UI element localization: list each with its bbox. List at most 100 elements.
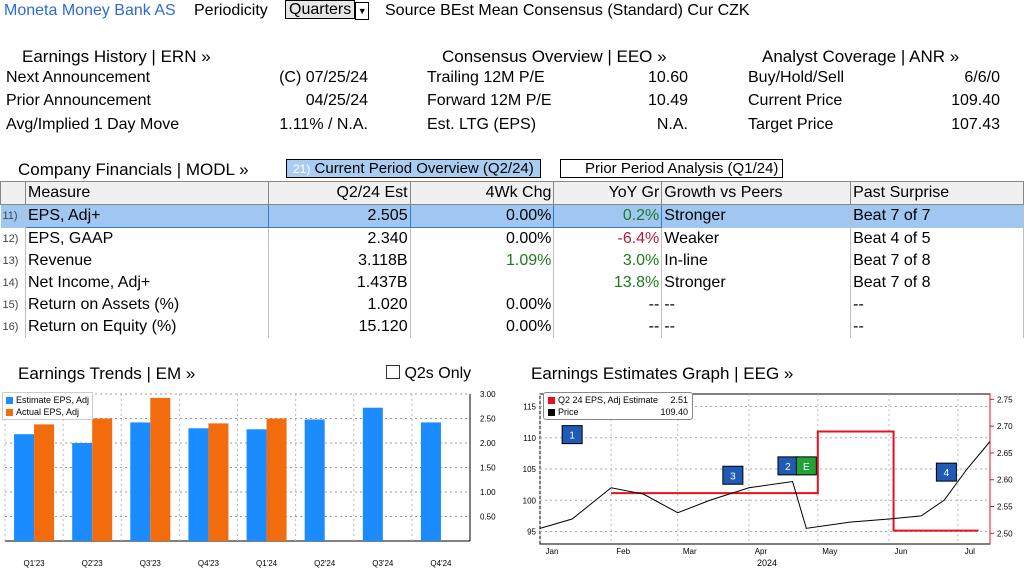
- measure-cell: Net Income, Adj+: [25, 272, 269, 294]
- estimate-cell: 3.118B: [268, 250, 411, 272]
- estimate-bar: [362, 407, 383, 541]
- legend-item: Actual EPS, Adj: [6, 406, 89, 418]
- peers-cell: --: [661, 316, 852, 338]
- table-header-row: Measure Q2/24 Est 4Wk Chg YoY Gr Growth …: [0, 181, 1024, 205]
- y-right-tick-label: 2.75: [997, 395, 1013, 404]
- eh-label: Avg/Implied 1 Day Move: [6, 116, 180, 133]
- company-name[interactable]: Moneta Money Bank AS: [4, 2, 176, 19]
- x-tick-label: Q2'24: [314, 559, 336, 568]
- consensus-overview-title[interactable]: Consensus Overview | EEO »: [442, 47, 667, 66]
- tab-prior-period[interactable]: Prior Period Analysis (Q1/24): [560, 159, 784, 178]
- event-marker-label: 4: [944, 468, 950, 479]
- x-tick-label: Q1'24: [256, 559, 278, 568]
- estimate-bar: [420, 422, 441, 541]
- legend-swatch: [6, 409, 13, 417]
- earnings-trends-title[interactable]: Earnings Trends | EM »: [18, 364, 196, 383]
- estimate-bar: [72, 443, 93, 541]
- table-row[interactable]: 13) Revenue 3.118B 1.09% 3.0% In-line Be…: [0, 250, 1024, 272]
- line-chart-legend: Q2 24 EPS, Adj Estimate 2.51 Price 109.40: [543, 392, 693, 420]
- eh-value: 1.11% / N.A.: [279, 116, 368, 133]
- ac-label: Target Price: [748, 116, 834, 133]
- row-number: 13): [0, 250, 26, 272]
- legend-value: 2.51: [670, 395, 688, 405]
- y-tick-label: 1.00: [480, 488, 496, 497]
- table-row[interactable]: 14) Net Income, Adj+ 1.437B 13.8% Strong…: [0, 272, 1024, 294]
- source-text: Source BEst Mean Consensus (Standard) Cu…: [385, 2, 750, 19]
- earnings-graph-title[interactable]: Earnings Estimates Graph | EEG »: [531, 364, 794, 383]
- table-row[interactable]: 11) EPS, Adj+ 2.505 0.00% 0.2% Stronger …: [0, 204, 1024, 228]
- periodicity-value: Quarters: [285, 0, 356, 19]
- tab-current-label: Current Period Overview (Q2/24): [314, 160, 534, 177]
- column-header[interactable]: Q2/24 Est: [267, 181, 411, 205]
- x-tick-label: Q4'23: [198, 559, 220, 568]
- x-tick-label: Jan: [546, 547, 559, 556]
- periodicity-dropdown[interactable]: Quarters ▼: [285, 0, 370, 20]
- column-header[interactable]: YoY Gr: [553, 181, 663, 205]
- column-header[interactable]: 4Wk Chg: [409, 181, 555, 205]
- x-tick-label: Q4'24: [430, 559, 452, 568]
- surprise-cell: --: [850, 294, 1024, 316]
- actual-bar: [34, 424, 55, 541]
- actual-bar: [266, 418, 287, 541]
- legend-item: Estimate EPS, Adj: [6, 394, 89, 406]
- table-row[interactable]: 12) EPS, GAAP 2.340 0.00% -6.4% Weaker B…: [0, 227, 1024, 250]
- column-header[interactable]: Measure: [24, 181, 269, 205]
- event-marker: [795, 456, 817, 476]
- ac-value: 6/6/0: [964, 69, 1000, 86]
- checkbox-box: [386, 365, 400, 379]
- q2s-only-checkbox[interactable]: Q2s Only: [386, 365, 471, 383]
- legend-swatch: [6, 397, 13, 405]
- x-tick-label: Q1'23: [24, 559, 46, 568]
- periodicity-label: Periodicity: [194, 2, 268, 19]
- yoy-cell: --: [553, 294, 663, 316]
- x-tick-label: Apr: [755, 547, 768, 556]
- tab-current-period[interactable]: 21) Current Period Overview (Q2/24): [286, 159, 541, 178]
- event-marker-label: E: [803, 462, 810, 473]
- yoy-cell: 13.8%: [553, 272, 663, 294]
- earnings-history-title[interactable]: Earnings History | ERN »: [22, 47, 211, 66]
- co-value: 10.60: [647, 69, 688, 86]
- measure-cell: Return on Equity (%): [25, 316, 269, 338]
- legend-swatch: [548, 397, 555, 405]
- y-left-tick-label: 100: [523, 496, 537, 505]
- row-number: 15): [0, 294, 26, 316]
- actual-bar: [208, 423, 229, 541]
- eh-label: Next Announcement: [6, 69, 151, 86]
- estimate-cell: 15.120: [268, 316, 411, 338]
- event-marker-label: 3: [730, 471, 736, 482]
- peers-cell: Stronger: [661, 204, 852, 228]
- table-row[interactable]: 16) Return on Equity (%) 15.120 0.00% --…: [0, 316, 1024, 338]
- ac-label: Buy/Hold/Sell: [748, 69, 845, 86]
- y-right-tick-label: 2.50: [997, 529, 1013, 538]
- x-tick-label: Q2'23: [82, 559, 104, 568]
- column-header[interactable]: Past Surprise: [850, 181, 1024, 205]
- table-row[interactable]: 15) Return on Assets (%) 1.020 0.00% -- …: [0, 294, 1024, 316]
- estimate-cell: 2.340: [268, 227, 411, 250]
- legend-label: Actual EPS, Adj: [16, 407, 80, 417]
- estimate-line: [611, 430, 979, 532]
- co-label: Forward 12M P/E: [427, 92, 552, 109]
- measure-cell: EPS, GAAP: [25, 227, 269, 250]
- legend-label: Price: [558, 407, 579, 417]
- change-cell: 1.09%: [410, 250, 555, 272]
- x-tick-label: Feb: [616, 547, 630, 556]
- legend-swatch: [548, 409, 555, 417]
- y-left-tick-label: 110: [523, 434, 536, 443]
- analyst-coverage-title[interactable]: Analyst Coverage | ANR »: [762, 47, 960, 66]
- surprise-cell: Beat 7 of 8: [850, 272, 1024, 294]
- legend-item: Price 109.40: [548, 406, 688, 418]
- company-financials-title[interactable]: Company Financials | MODL »: [18, 160, 249, 179]
- eh-value: (C) 07/25/24: [279, 69, 368, 86]
- estimate-bar: [14, 434, 35, 541]
- bar-chart-legend: Estimate EPS, Adj Actual EPS, Adj: [2, 392, 94, 420]
- event-marker: [561, 425, 583, 445]
- chevron-down-icon: ▼: [355, 2, 370, 20]
- yoy-cell: -6.4%: [553, 227, 663, 250]
- column-header[interactable]: Growth vs Peers: [661, 181, 852, 205]
- legend-item: Q2 24 EPS, Adj Estimate 2.51: [548, 394, 688, 406]
- co-label: Est. LTG (EPS): [427, 116, 537, 133]
- y-left-tick-label: 115: [523, 403, 536, 412]
- actual-bar: [92, 418, 113, 541]
- checkbox-label: Q2s Only: [404, 365, 472, 382]
- event-marker-label: 2: [785, 462, 791, 473]
